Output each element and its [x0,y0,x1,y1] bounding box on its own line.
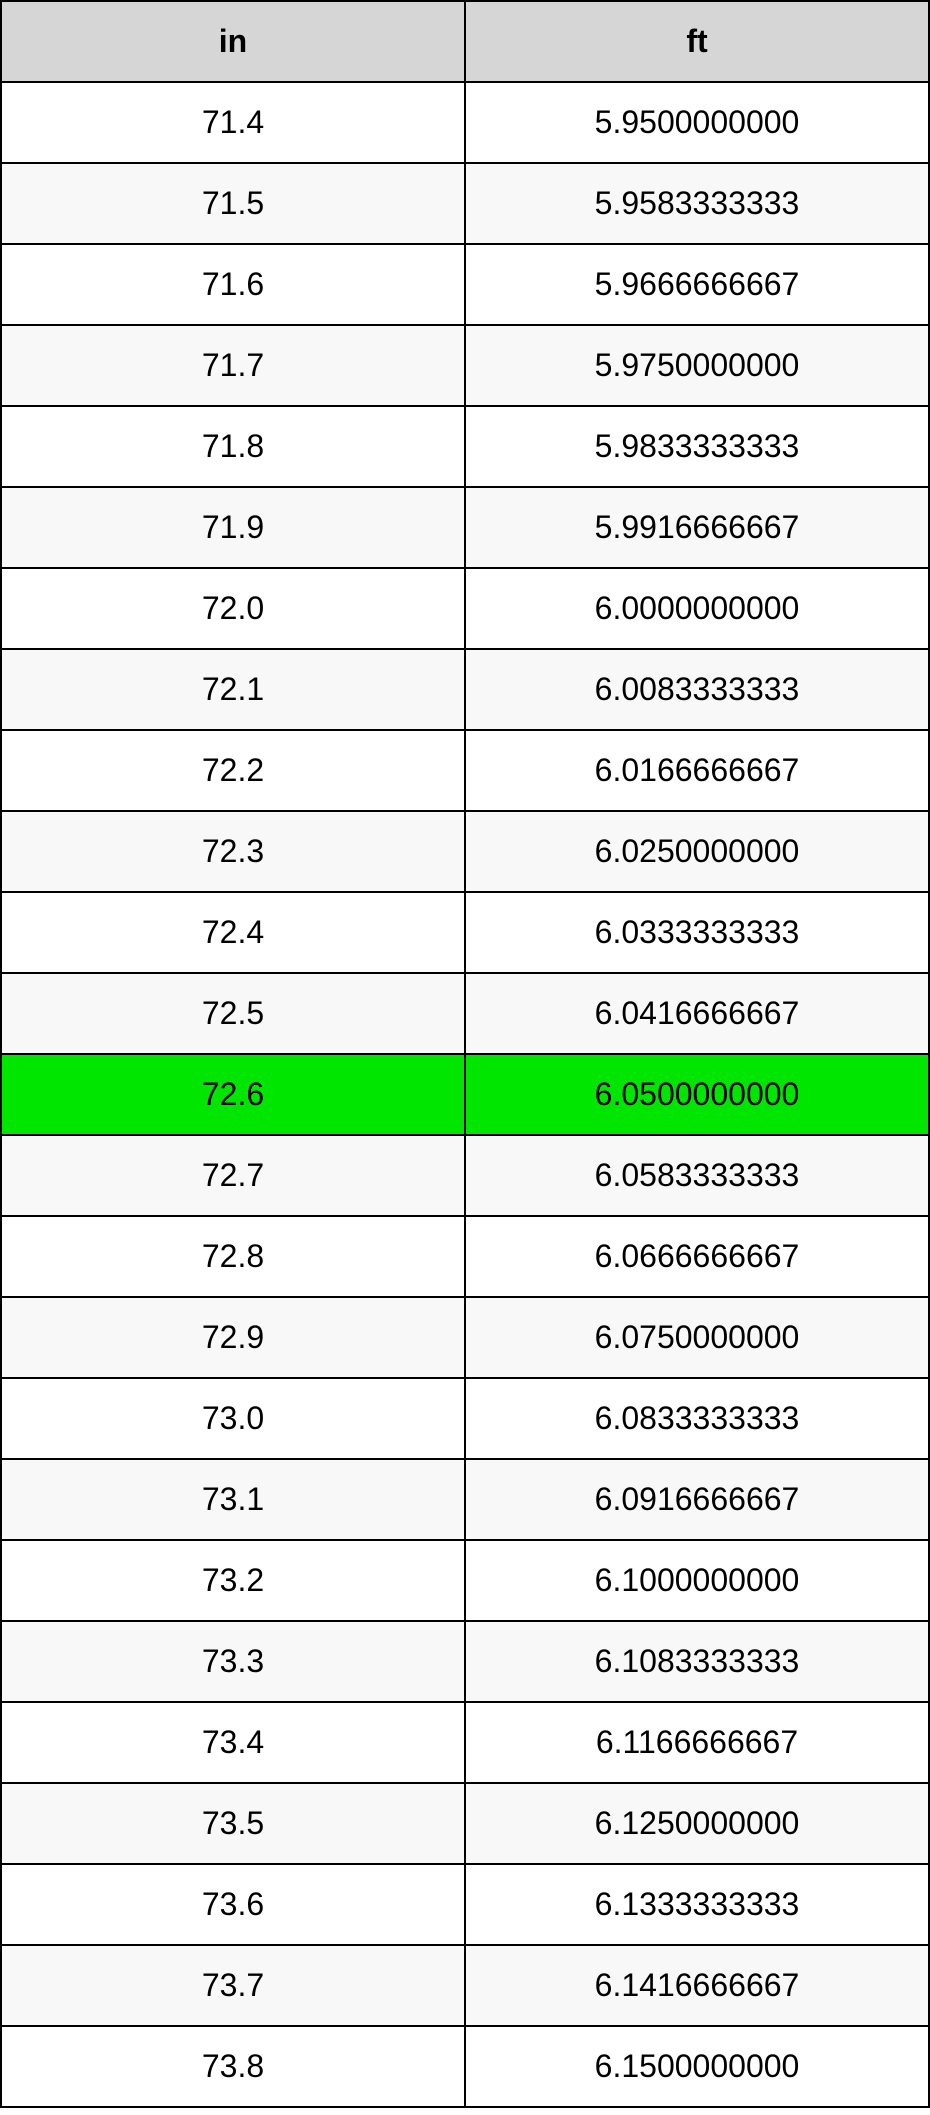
cell-in: 72.2 [1,730,465,811]
cell-in: 71.9 [1,487,465,568]
table-row: 71.45.9500000000 [1,82,929,163]
cell-ft: 6.1000000000 [465,1540,929,1621]
cell-in: 71.4 [1,82,465,163]
cell-ft: 6.1333333333 [465,1864,929,1945]
cell-in: 72.1 [1,649,465,730]
cell-ft: 5.9583333333 [465,163,929,244]
cell-ft: 6.0833333333 [465,1378,929,1459]
cell-ft: 6.0916666667 [465,1459,929,1540]
table-row: 72.26.0166666667 [1,730,929,811]
cell-in: 73.1 [1,1459,465,1540]
cell-ft: 6.1083333333 [465,1621,929,1702]
table-row: 72.36.0250000000 [1,811,929,892]
cell-ft: 6.0083333333 [465,649,929,730]
cell-in: 72.7 [1,1135,465,1216]
table-row: 71.65.9666666667 [1,244,929,325]
cell-ft: 6.1250000000 [465,1783,929,1864]
cell-ft: 6.0583333333 [465,1135,929,1216]
cell-in: 73.4 [1,1702,465,1783]
cell-ft: 6.0500000000 [465,1054,929,1135]
table-row: 71.85.9833333333 [1,406,929,487]
cell-in: 72.3 [1,811,465,892]
cell-ft: 6.0166666667 [465,730,929,811]
table-row: 73.86.1500000000 [1,2026,929,2107]
table-row: 73.56.1250000000 [1,1783,929,1864]
cell-in: 73.0 [1,1378,465,1459]
cell-in: 71.8 [1,406,465,487]
cell-ft: 6.0000000000 [465,568,929,649]
table-row: 73.46.1166666667 [1,1702,929,1783]
table-row: 71.55.9583333333 [1,163,929,244]
table-row: 73.36.1083333333 [1,1621,929,1702]
cell-in: 73.7 [1,1945,465,2026]
cell-ft: 6.0416666667 [465,973,929,1054]
table-row: 73.26.1000000000 [1,1540,929,1621]
table-row: 71.75.9750000000 [1,325,929,406]
table-header-row: in ft [1,1,929,82]
cell-ft: 5.9916666667 [465,487,929,568]
cell-in: 72.4 [1,892,465,973]
cell-ft: 6.0333333333 [465,892,929,973]
conversion-table: in ft 71.45.950000000071.55.958333333371… [0,0,930,2108]
cell-in: 73.6 [1,1864,465,1945]
cell-in: 72.0 [1,568,465,649]
cell-in: 73.2 [1,1540,465,1621]
cell-in: 72.6 [1,1054,465,1135]
cell-in: 72.9 [1,1297,465,1378]
cell-ft: 6.0750000000 [465,1297,929,1378]
table-row: 72.66.0500000000 [1,1054,929,1135]
cell-ft: 6.0250000000 [465,811,929,892]
cell-in: 73.5 [1,1783,465,1864]
column-header-ft: ft [465,1,929,82]
cell-ft: 5.9500000000 [465,82,929,163]
table-row: 73.16.0916666667 [1,1459,929,1540]
cell-in: 71.5 [1,163,465,244]
table-row: 73.66.1333333333 [1,1864,929,1945]
table-row: 72.56.0416666667 [1,973,929,1054]
table-row: 72.86.0666666667 [1,1216,929,1297]
cell-in: 71.7 [1,325,465,406]
cell-in: 73.3 [1,1621,465,1702]
column-header-in: in [1,1,465,82]
table-row: 72.96.0750000000 [1,1297,929,1378]
cell-ft: 5.9666666667 [465,244,929,325]
cell-ft: 6.1500000000 [465,2026,929,2107]
cell-in: 72.5 [1,973,465,1054]
table-row: 72.16.0083333333 [1,649,929,730]
cell-ft: 6.1416666667 [465,1945,929,2026]
table-row: 73.06.0833333333 [1,1378,929,1459]
cell-ft: 6.0666666667 [465,1216,929,1297]
cell-in: 71.6 [1,244,465,325]
table-row: 72.76.0583333333 [1,1135,929,1216]
cell-ft: 6.1166666667 [465,1702,929,1783]
table-body: 71.45.950000000071.55.958333333371.65.96… [1,82,929,2107]
cell-in: 72.8 [1,1216,465,1297]
table-row: 71.95.9916666667 [1,487,929,568]
table-row: 72.06.0000000000 [1,568,929,649]
cell-ft: 5.9750000000 [465,325,929,406]
cell-ft: 5.9833333333 [465,406,929,487]
table-row: 73.76.1416666667 [1,1945,929,2026]
table-row: 72.46.0333333333 [1,892,929,973]
cell-in: 73.8 [1,2026,465,2107]
